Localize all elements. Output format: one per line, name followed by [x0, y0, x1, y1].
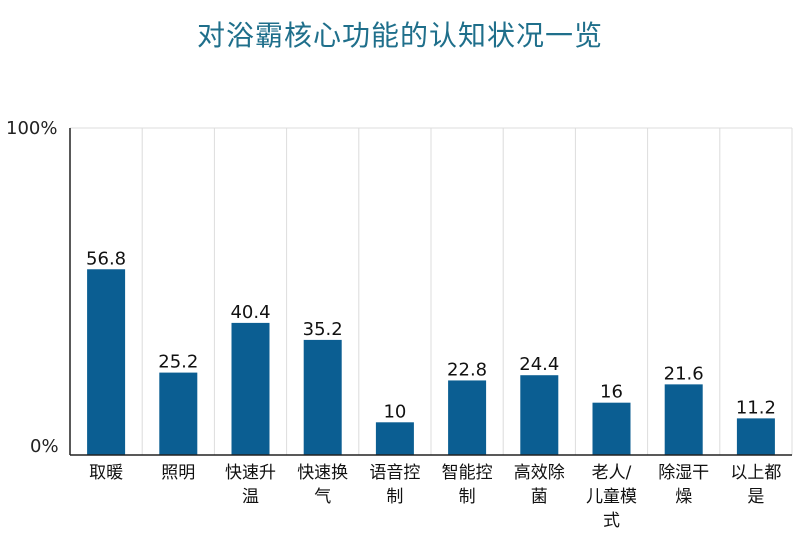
data-label: 21.6 [664, 363, 704, 384]
category-label: 快速换 [297, 463, 348, 483]
bar [231, 322, 270, 455]
data-label: 16 [600, 382, 623, 403]
category-label: 制 [386, 487, 403, 507]
bar [375, 422, 414, 455]
bar [664, 384, 703, 455]
data-label: 10 [383, 401, 406, 422]
category-label: 式 [603, 511, 620, 531]
data-label: 24.4 [519, 354, 559, 375]
category-label: 取暖 [89, 463, 123, 483]
bars [87, 269, 775, 455]
data-label: 35.2 [303, 319, 343, 340]
bar [448, 380, 487, 455]
category-label: 是 [747, 487, 764, 507]
category-label: 老人/ [592, 463, 632, 483]
category-label: 燥 [675, 487, 692, 507]
category-label: 除湿干 [658, 463, 709, 483]
bar [159, 372, 198, 455]
bar [592, 402, 631, 455]
data-label: 56.8 [86, 248, 126, 269]
category-label: 气 [314, 487, 331, 507]
data-label: 22.8 [447, 359, 487, 380]
category-label: 菌 [531, 487, 548, 507]
y-tick-label-top: 100% [6, 118, 57, 139]
category-label: 快速升 [225, 463, 276, 483]
bar [736, 418, 775, 455]
y-tick-label-bottom: 0% [30, 436, 59, 457]
data-label: 40.4 [230, 302, 270, 323]
category-label: 以上都 [730, 463, 781, 483]
category-label: 儿童模 [586, 487, 637, 507]
bar [303, 339, 342, 455]
grid-lines [70, 127, 793, 455]
data-label: 25.2 [158, 352, 198, 373]
data-label: 11.2 [736, 397, 776, 418]
category-label: 照明 [161, 463, 195, 483]
category-label: 制 [459, 487, 476, 507]
category-label: 高效除 [514, 463, 565, 483]
category-label: 温 [242, 487, 259, 507]
bar [520, 375, 559, 455]
chart-title: 对浴霸核心功能的认知状况一览 [196, 19, 603, 52]
bar [87, 269, 126, 455]
category-label: 智能控 [442, 463, 493, 483]
category-label: 语音控 [369, 463, 420, 483]
data-labels: 56.8 25.2 40.4 35.2 10 22.8 24.4 16 21.6 11.2 [86, 248, 776, 422]
